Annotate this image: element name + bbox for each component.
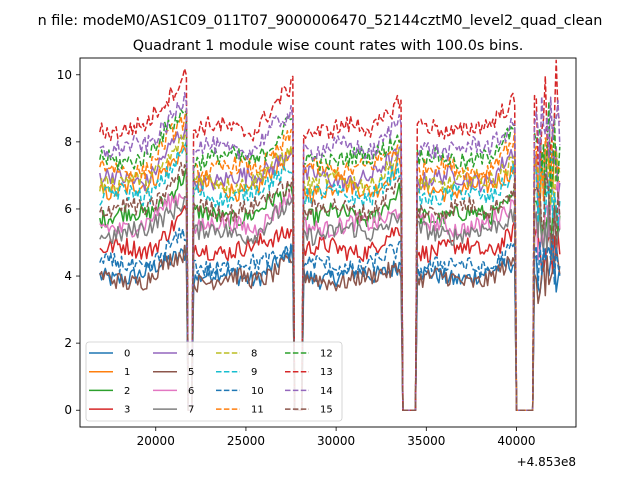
- series-line-5: [99, 243, 561, 411]
- y-axis: 0 2 4 6 8 10: [57, 68, 80, 417]
- y-tick-label: 6: [64, 202, 72, 216]
- legend-label-3: 3: [124, 405, 130, 416]
- x-tick-label: 35000: [407, 434, 445, 448]
- x-tick-label: 20000: [137, 434, 175, 448]
- y-tick-label: 8: [64, 135, 72, 149]
- legend-label-7: 7: [188, 405, 194, 416]
- x-tick-label: 30000: [317, 434, 355, 448]
- legend-label-2: 2: [124, 386, 130, 397]
- legend-label-15: 15: [320, 405, 333, 416]
- series-line-6: [99, 178, 561, 411]
- legend-label-9: 9: [251, 367, 257, 378]
- legend-label-4: 4: [188, 349, 194, 360]
- legend-label-12: 12: [320, 349, 333, 360]
- legend-label-10: 10: [251, 386, 264, 397]
- series-layer: [99, 59, 561, 411]
- legend-label-13: 13: [320, 367, 333, 378]
- y-tick-label: 0: [64, 403, 72, 417]
- x-tick-label: 25000: [227, 434, 265, 448]
- legend-label-14: 14: [320, 386, 333, 397]
- legend-label-5: 5: [188, 367, 194, 378]
- plot-frame: [79, 57, 577, 428]
- series-line-11: [99, 108, 561, 411]
- series-line-9: [99, 140, 561, 411]
- figure-suptitle: n file: modeM0/AS1C09_011T07_9000006470_…: [38, 13, 603, 29]
- legend-label-6: 6: [188, 386, 194, 397]
- series-line-10: [99, 227, 561, 411]
- legend-label-1: 1: [124, 367, 130, 378]
- y-tick-label: 4: [64, 269, 72, 283]
- y-tick-label: 10: [57, 68, 72, 82]
- series-line-8: [99, 131, 561, 411]
- chart-title: Quadrant 1 module wise count rates with …: [133, 38, 524, 54]
- series-line-15: [99, 161, 561, 411]
- x-offset-label: +4.853e8: [517, 455, 576, 469]
- legend-label-8: 8: [251, 349, 257, 360]
- series-line-14: [99, 92, 561, 411]
- series-line-12: [99, 100, 561, 411]
- y-tick-label: 2: [64, 336, 72, 350]
- legend-label-0: 0: [124, 349, 130, 360]
- legend-label-11: 11: [251, 405, 264, 416]
- series-line-3: [99, 205, 561, 411]
- series-line-7: [99, 190, 561, 411]
- legend-box: [85, 341, 343, 422]
- x-axis: 20000 25000 30000 35000 40000: [137, 427, 536, 448]
- series-line-13: [99, 59, 561, 411]
- x-tick-label: 40000: [497, 434, 535, 448]
